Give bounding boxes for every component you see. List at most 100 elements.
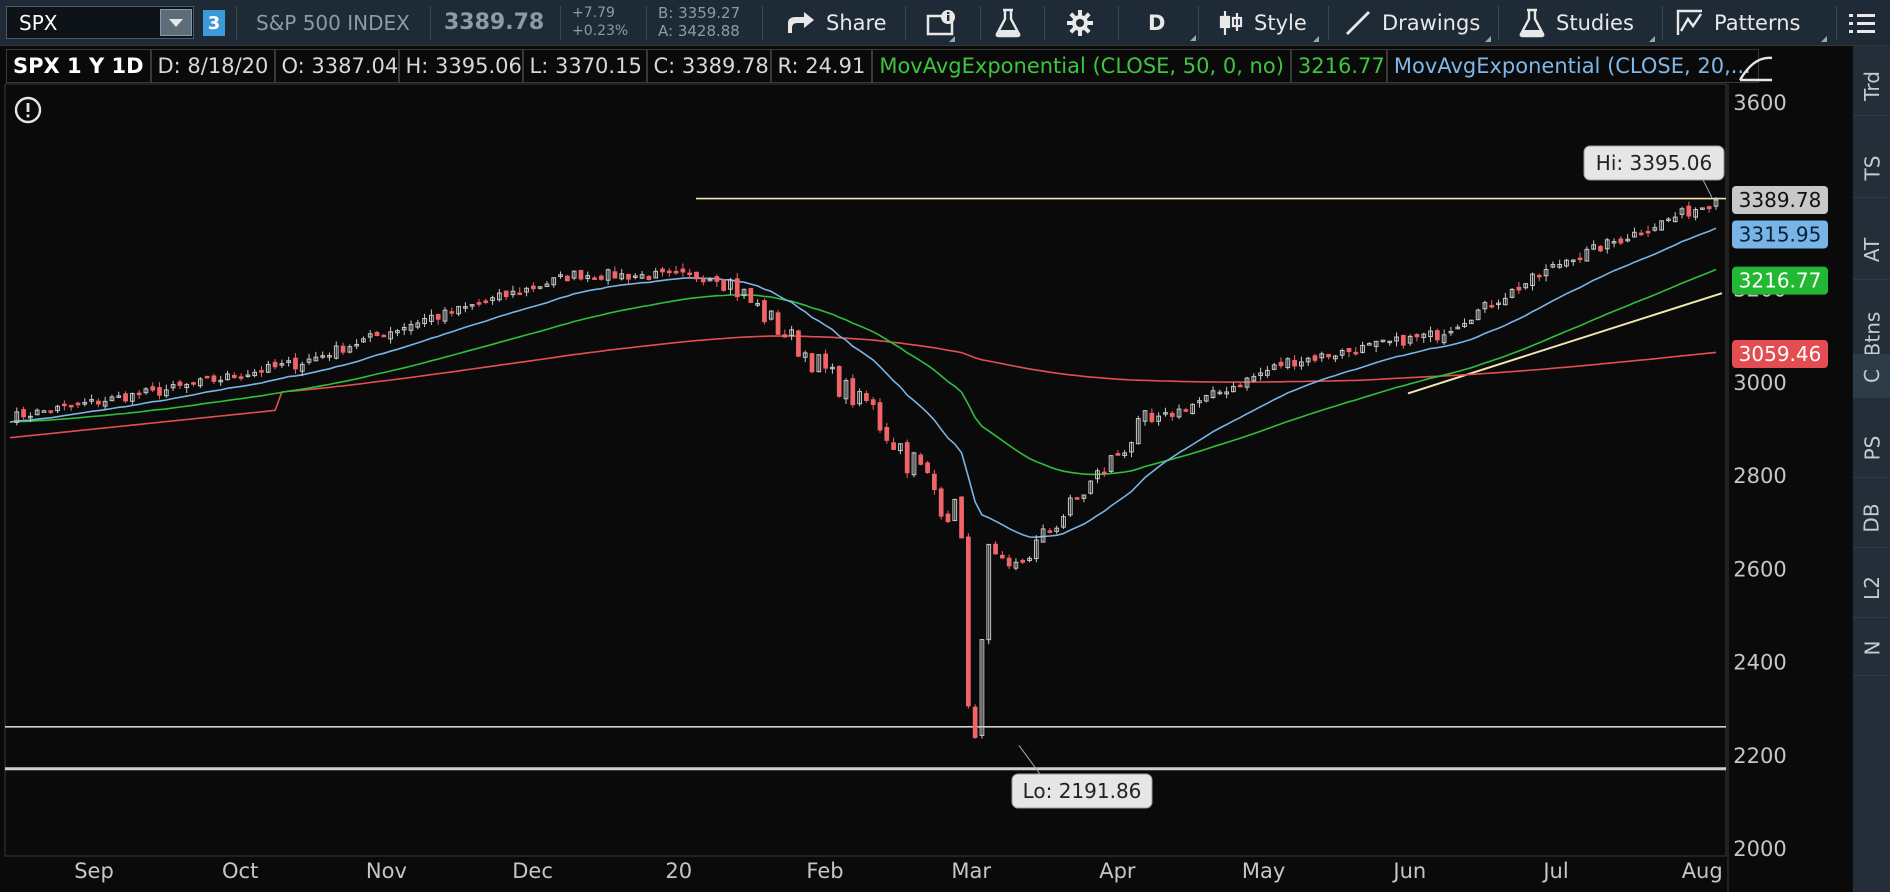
- link-group-badge[interactable]: 3: [203, 10, 225, 36]
- ema50-study-label[interactable]: MovAvgExponential (CLOSE, 50, 0, no): [872, 49, 1291, 83]
- candle-body: [184, 383, 190, 389]
- candle-body: [1108, 455, 1114, 472]
- candle-body: [959, 496, 964, 539]
- side-tab-db[interactable]: DB: [1853, 488, 1890, 548]
- candle-body: [714, 276, 720, 282]
- menu-button[interactable]: [1848, 0, 1876, 46]
- side-tab-label: N: [1860, 640, 1884, 655]
- toolbar-divider: [1328, 6, 1329, 40]
- side-tab-label: Btns: [1860, 311, 1885, 356]
- ema50-line: [9, 268, 1717, 476]
- patterns-icon: [1676, 9, 1702, 35]
- high-label: Hi: 3395.06: [1596, 151, 1712, 175]
- price-badge-text-last: 3389.78: [1739, 188, 1822, 212]
- x-tick-label: Mar: [951, 859, 991, 883]
- candle-body: [381, 334, 387, 338]
- candle-body: [755, 302, 761, 306]
- candle-body: [1033, 539, 1039, 560]
- settings-button[interactable]: [1066, 0, 1094, 46]
- candle-body: [1516, 286, 1522, 291]
- studies-button[interactable]: Studies: [1518, 0, 1658, 46]
- trendline-tool-icon[interactable]: [1736, 48, 1776, 84]
- candle-body: [28, 415, 33, 419]
- candle-body: [965, 536, 971, 707]
- candle-body: [938, 488, 944, 517]
- candle-body: [517, 292, 523, 296]
- candle-body: [1618, 238, 1624, 244]
- symbol-dropdown-button[interactable]: [160, 9, 192, 36]
- candle-body: [1536, 274, 1542, 278]
- price-badge-text-ema20: 3315.95: [1739, 222, 1822, 246]
- candle-body: [34, 409, 40, 416]
- candle-body: [1400, 334, 1406, 346]
- side-tab-at[interactable]: AT: [1853, 220, 1890, 280]
- corner-indicator: [1485, 36, 1491, 42]
- candle-body: [1591, 244, 1597, 250]
- candle-body: [1129, 442, 1134, 453]
- candle-body: [891, 442, 896, 450]
- toolbar-divider: [646, 6, 647, 40]
- candle-body: [1115, 453, 1121, 456]
- side-tab-label: DB: [1860, 502, 1884, 533]
- aggregation-button[interactable]: D: [1148, 0, 1165, 46]
- candle-body: [1278, 361, 1284, 367]
- side-tab-l2[interactable]: L2: [1853, 558, 1890, 618]
- flask-button[interactable]: [994, 0, 1022, 46]
- candle-body: [1482, 302, 1488, 310]
- x-tick-label: Aug: [1682, 859, 1723, 883]
- candle-body: [972, 706, 978, 738]
- toolbar-divider: [1836, 6, 1837, 40]
- style-button[interactable]: Style: [1218, 0, 1322, 46]
- candle-body: [442, 309, 448, 322]
- candle-body: [1434, 330, 1440, 341]
- candle-body: [537, 286, 543, 289]
- candle-body: [21, 409, 26, 418]
- chart-info-icon: [926, 10, 955, 36]
- side-tab-ps[interactable]: PS: [1853, 418, 1890, 478]
- toolbar-divider: [1118, 6, 1119, 40]
- price-chart[interactable]: 20002200240026002800300032003600SepOctNo…: [0, 46, 1850, 892]
- candle-body: [456, 305, 461, 315]
- candle-body: [1122, 452, 1128, 457]
- y-tick-label: 2200: [1733, 744, 1786, 768]
- candle-body: [1258, 372, 1263, 377]
- patterns-button[interactable]: Patterns: [1676, 0, 1830, 46]
- side-tab-ts[interactable]: TS: [1853, 138, 1890, 198]
- price-badge-sma200: [1732, 340, 1828, 369]
- side-tab-c[interactable]: C: [1853, 354, 1890, 398]
- bar-low: L: 3370.15: [522, 49, 647, 83]
- price-badge-text-ema50: 3216.77: [1739, 269, 1822, 293]
- symbol-period[interactable]: SPX 1 Y 1D: [6, 49, 151, 83]
- ema20-study-label[interactable]: MovAvgExponential (CLOSE, 20,...: [1386, 49, 1759, 83]
- candle-body: [191, 382, 196, 385]
- drawings-button[interactable]: Drawings: [1344, 0, 1494, 46]
- low-label: Lo: 2191.86: [1023, 779, 1142, 803]
- candle-body: [578, 270, 584, 280]
- trend-line[interactable]: [1407, 292, 1723, 395]
- candle-body: [605, 269, 611, 281]
- share-button[interactable]: Share: [786, 0, 887, 46]
- candle-body: [497, 292, 502, 301]
- candle-body: [530, 285, 536, 290]
- candle-body: [1149, 412, 1155, 423]
- candle-body: [388, 331, 393, 340]
- candle-body: [734, 278, 740, 298]
- alert-icon[interactable]: [14, 96, 42, 124]
- y-tick-label: 2400: [1733, 651, 1786, 675]
- candle-body: [1217, 391, 1223, 395]
- side-tab-trd[interactable]: Trd: [1853, 56, 1890, 116]
- candle-body: [1312, 355, 1318, 361]
- candle-body: [1700, 207, 1705, 210]
- candle-body: [1305, 357, 1311, 363]
- chart-canvas[interactable]: 20002200240026002800300032003600SepOctNo…: [0, 46, 1850, 892]
- candle-body: [41, 410, 47, 413]
- bar-high: H: 3395.06: [398, 49, 523, 83]
- candle-body: [415, 322, 421, 328]
- side-tab-n[interactable]: N: [1853, 620, 1890, 676]
- candle-body: [320, 355, 326, 358]
- x-tick-label: Apr: [1099, 859, 1136, 883]
- grid-layout-button[interactable]: [926, 0, 958, 46]
- candle-body: [993, 543, 998, 555]
- candle-body: [1373, 340, 1379, 347]
- candle-body: [1414, 333, 1420, 338]
